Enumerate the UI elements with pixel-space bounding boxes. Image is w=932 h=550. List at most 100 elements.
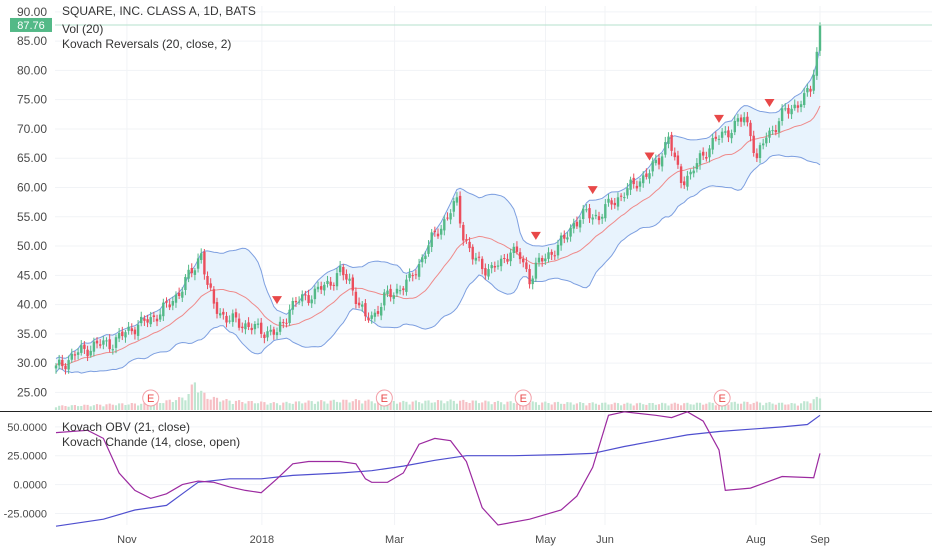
candle-body <box>601 216 604 219</box>
volume-bar <box>253 403 256 410</box>
candle-body <box>234 312 238 318</box>
volume-bar <box>313 403 316 410</box>
volume-bar <box>544 401 547 410</box>
candle-body <box>455 197 459 203</box>
price-axis-label: 45.00 <box>17 268 47 282</box>
candle-body <box>705 157 708 159</box>
osc-axis-label: -25.0000 <box>4 508 47 520</box>
candle-body <box>724 131 727 133</box>
candle-body <box>443 219 446 231</box>
volume-bar <box>771 403 774 410</box>
volume-bar <box>556 401 560 410</box>
volume-bar <box>155 401 159 410</box>
volume-bar <box>616 403 620 410</box>
candle-body <box>462 224 465 241</box>
volume-bar <box>250 401 253 410</box>
volume-bar <box>316 401 320 410</box>
candle-body <box>531 278 534 285</box>
price-axis-label: 65.00 <box>17 151 47 165</box>
volume-bar <box>493 402 496 410</box>
volume-bar <box>83 404 86 410</box>
candle-body <box>780 108 784 121</box>
candle-body <box>774 130 777 133</box>
candle-body <box>54 365 58 369</box>
candle-body <box>61 359 64 367</box>
candle-body <box>408 273 411 278</box>
candle-body <box>563 234 566 239</box>
candle-body <box>310 299 313 304</box>
candle-body <box>518 252 522 260</box>
volume-bar <box>414 400 417 410</box>
volume-bar <box>784 404 787 410</box>
candle-body <box>278 321 282 332</box>
volume-bar <box>635 403 638 410</box>
volume-bar <box>638 402 642 410</box>
reversal-marker <box>644 152 655 161</box>
volume-bar <box>515 403 518 410</box>
volume-bar <box>234 400 238 410</box>
volume-bar <box>430 402 433 410</box>
candle-body <box>784 108 787 110</box>
volume-bar <box>680 405 683 410</box>
volume-bar <box>566 402 569 410</box>
volume-bar <box>727 404 730 410</box>
candle-body <box>114 337 118 348</box>
candle-body <box>458 195 462 224</box>
candle-body <box>373 312 377 317</box>
volume-bar <box>762 405 765 410</box>
candle-body <box>512 246 515 253</box>
volume-bar <box>743 401 746 410</box>
candle-body <box>342 267 345 276</box>
volume-bar <box>427 400 430 410</box>
candle-body <box>127 326 130 331</box>
volume-bar <box>601 402 604 410</box>
volume-bar <box>67 406 70 410</box>
candle-body <box>481 258 484 270</box>
candle-body <box>83 344 86 349</box>
volume-bar <box>717 402 721 410</box>
volume-bar <box>206 398 209 410</box>
candle-body <box>285 322 288 324</box>
candle-body <box>67 360 70 370</box>
volume-bar <box>238 400 241 410</box>
candle-body <box>351 277 354 291</box>
earnings-badge <box>142 389 160 407</box>
candle-body <box>323 284 326 291</box>
volume-bar <box>740 403 743 410</box>
volume-bar <box>326 403 329 410</box>
candle-body <box>468 241 471 249</box>
volume-bar <box>149 405 152 410</box>
volume-bar <box>468 403 471 410</box>
volume-bar <box>474 400 477 410</box>
candle-body <box>307 295 310 303</box>
x-axis-label: Aug <box>746 534 766 546</box>
candle-body <box>304 294 307 296</box>
candle-body <box>676 155 680 165</box>
volume-bar <box>683 403 686 410</box>
candle-body <box>541 258 544 262</box>
candle-body <box>465 239 468 241</box>
volume-bar <box>503 404 506 410</box>
volume-bar <box>572 404 575 410</box>
volume-bar <box>528 403 531 410</box>
volume-bar <box>645 404 648 410</box>
legend-obv: Kovach OBV (21, close) <box>62 420 191 434</box>
candle-body <box>222 311 225 315</box>
volume-bar <box>70 405 73 410</box>
candle-body <box>247 322 250 327</box>
legend-chande: Kovach Chande (14, close, open) <box>62 435 241 449</box>
volume-bar <box>537 404 541 410</box>
legend-volume: Vol (20) <box>62 22 104 36</box>
candle-body <box>503 258 506 259</box>
volume-bar <box>777 402 781 410</box>
candle-body <box>642 175 645 184</box>
candle-body <box>446 217 449 219</box>
candle-body <box>291 301 294 310</box>
earnings-label: E <box>718 393 725 405</box>
volume-bar <box>790 403 793 410</box>
candle-body <box>667 136 670 144</box>
volume-bar <box>361 403 364 410</box>
candle-body <box>92 341 96 352</box>
volume-bar <box>623 403 626 410</box>
